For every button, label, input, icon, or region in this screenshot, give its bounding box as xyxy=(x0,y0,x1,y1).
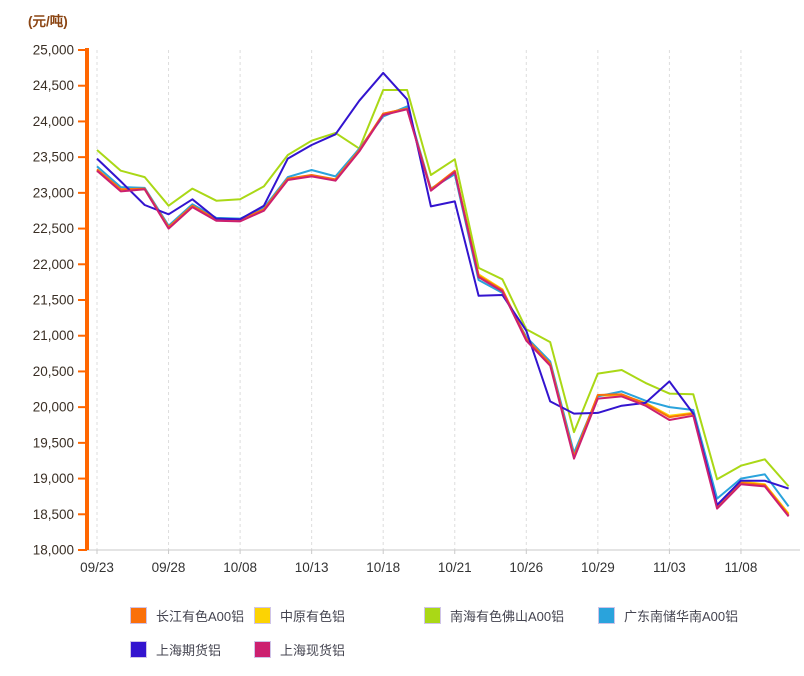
y-tick-label: 24,000 xyxy=(33,114,74,129)
y-tick-label: 18,000 xyxy=(33,543,74,558)
series-line-0 xyxy=(96,107,790,516)
legend-label: 上海现货铝 xyxy=(280,642,346,658)
line-chart: 09/23 09/28 10/08 10/13 10/18 10/21 10/26 10/29… xyxy=(33,43,800,575)
legend-item-3[interactable]: 广东南储华南A00铝 xyxy=(598,606,738,624)
y-tick-label: 25,000 xyxy=(33,43,74,58)
x-tick-label: 10/26 xyxy=(509,560,543,575)
legend-label: 广东南储华南A00铝 xyxy=(624,608,739,624)
y-axis-unit-label: (元/吨) xyxy=(28,14,68,29)
legend-label: 上海期货铝 xyxy=(156,642,222,658)
y-tick-label: 23,000 xyxy=(33,185,74,200)
x-tick-label: 10/13 xyxy=(295,560,329,575)
y-tick-label: 23,500 xyxy=(33,150,74,165)
legend-label: 南海有色佛山A00铝 xyxy=(450,608,565,624)
y-tick-label: 24,500 xyxy=(33,78,74,93)
legend-swatch-icon xyxy=(424,606,441,624)
x-tick-label: 09/28 xyxy=(152,560,186,575)
y-tick-label: 21,000 xyxy=(33,328,74,343)
y-tick-label: 20,500 xyxy=(33,364,74,379)
y-tick-label: 22,500 xyxy=(33,221,74,236)
series-line-1 xyxy=(96,106,790,515)
legend-label: 中原有色铝 xyxy=(280,608,346,624)
x-tick-label: 09/23 xyxy=(80,560,114,575)
y-tick-label: 20,000 xyxy=(33,400,74,415)
x-tick-label: 10/21 xyxy=(438,560,472,575)
x-tick-label: 10/18 xyxy=(366,560,400,575)
legend-swatch-icon xyxy=(254,640,271,658)
series-line-2 xyxy=(96,89,790,488)
legend-swatch-icon xyxy=(130,606,147,624)
y-tick-label: 22,000 xyxy=(33,257,74,272)
legend-swatch-icon xyxy=(598,606,615,624)
y-tick-label: 19,000 xyxy=(33,471,74,486)
x-tick-label: 11/08 xyxy=(725,560,758,575)
legend-item-1[interactable]: 中原有色铝 xyxy=(254,606,345,624)
legend-label: 长江有色A00铝 xyxy=(156,608,245,624)
x-tick-label: 11/03 xyxy=(653,560,686,575)
legend-item-2[interactable]: 南海有色佛山A00铝 xyxy=(424,606,564,624)
legend-item-5[interactable]: 上海现货铝 xyxy=(254,640,345,658)
x-tick-label: 10/08 xyxy=(223,560,257,575)
y-tick-label: 21,500 xyxy=(33,293,74,308)
legend-item-4[interactable]: 上海期货铝 xyxy=(130,640,221,658)
series-line-5 xyxy=(96,108,790,518)
x-tick-label: 10/29 xyxy=(581,560,615,575)
legend-swatch-icon xyxy=(254,606,271,624)
y-tick-label: 18,500 xyxy=(33,507,74,522)
y-tick-label: 19,500 xyxy=(33,435,74,450)
series-line-4 xyxy=(96,71,789,506)
legend-swatch-icon xyxy=(130,640,147,658)
legend-item-0[interactable]: 长江有色A00铝 xyxy=(130,606,244,624)
